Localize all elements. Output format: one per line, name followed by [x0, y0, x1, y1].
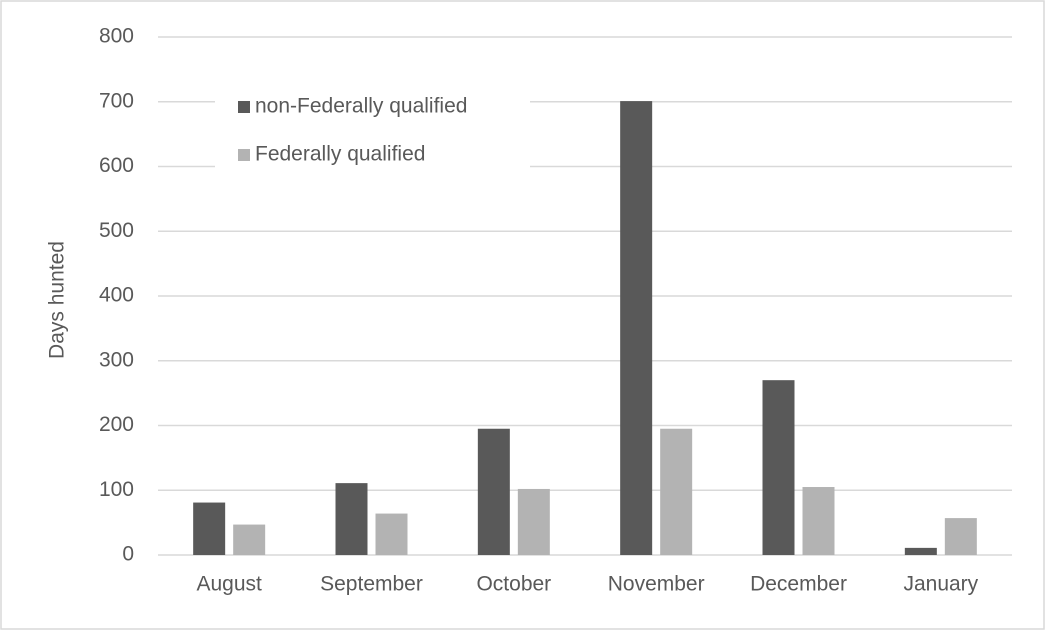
- bar: [944, 518, 977, 555]
- y-tick-label: 600: [99, 154, 134, 177]
- legend-label: Federally qualified: [255, 143, 425, 166]
- y-tick-label: 800: [99, 25, 134, 48]
- x-tick-label: August: [196, 573, 262, 596]
- y-tick-label: 200: [99, 413, 134, 436]
- bar: [193, 502, 226, 555]
- bar: [233, 524, 266, 555]
- legend-swatch: [238, 149, 250, 161]
- y-tick-label: 500: [99, 219, 134, 242]
- y-tick-label: 0: [122, 543, 134, 566]
- bar: [802, 487, 835, 555]
- bar: [335, 483, 368, 555]
- y-tick-label: 700: [99, 89, 134, 112]
- y-tick-label: 400: [99, 284, 134, 307]
- y-tick-label: 100: [99, 478, 134, 501]
- x-tick-label: January: [903, 573, 978, 596]
- bar: [762, 380, 795, 555]
- bar: [517, 488, 550, 555]
- y-axis-label: Days hunted: [46, 241, 69, 359]
- bar: [477, 428, 510, 555]
- x-tick-label: October: [476, 573, 551, 596]
- bar: [904, 547, 937, 555]
- x-tick-label: December: [750, 573, 847, 596]
- bar: [660, 428, 693, 555]
- y-tick-label: 300: [99, 348, 134, 371]
- legend-box: [215, 80, 530, 180]
- legend-swatch: [238, 101, 250, 113]
- legend-label: non-Federally qualified: [255, 95, 467, 118]
- bar: [620, 101, 653, 555]
- x-tick-label: November: [608, 573, 705, 596]
- bar: [375, 513, 408, 555]
- x-tick-label: September: [320, 573, 423, 596]
